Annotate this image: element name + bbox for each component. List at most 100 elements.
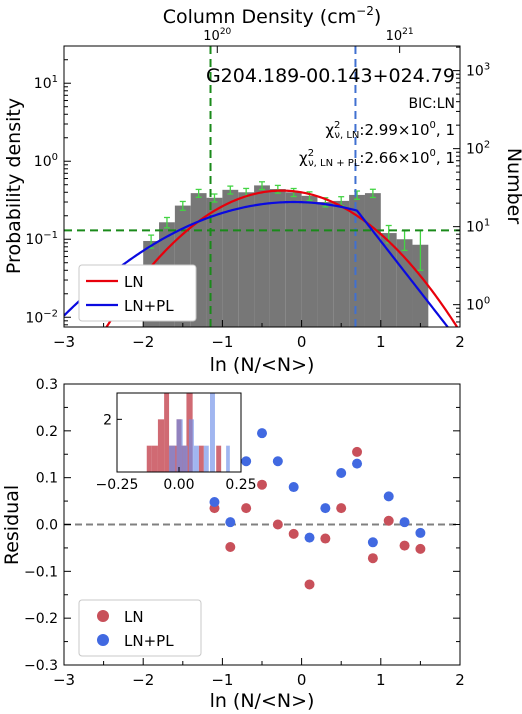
residual-point-ln [241,503,252,514]
pdf-panel: −3 −2 −1 0 1 2 1020 1021 10−2 10−1 100 101 100 101… [3,4,522,376]
x-tick-label: −3 [53,333,75,351]
histogram-bar [254,185,270,327]
residual-point-ln [336,503,347,514]
object-name: G204.189-00.143+024.79 [206,65,455,87]
histogram-bar [301,195,318,327]
histogram-bar [412,244,429,327]
histogram-bar [349,194,365,327]
residual-point-ln [304,579,315,590]
residual-x-tick-label: 2 [455,671,465,689]
residual-point-ln [367,553,378,564]
residual-point-ln [320,533,331,544]
inset-bar-lnpl [203,445,209,472]
residual-x-tick-label: 0 [297,671,307,689]
pdf-legend-box [78,264,197,322]
inset-x-tick-label: 0.00 [163,477,194,493]
inset-bar-ln [151,445,158,472]
residual-legend-label-lnpl: LN+PL [124,632,174,650]
residual-point-lnplpl [288,482,299,493]
residual-point-ln [352,446,363,457]
pdf-x-ticks: −3 −2 −1 0 1 2 [53,320,465,351]
residual-x-tick-label: 1 [376,671,386,689]
residual-point-lnplpl [399,517,410,528]
residual-x-axis-label: ln (N/<N>) [210,690,315,712]
pdf-x-axis-label: ln (N/<N>) [210,354,315,376]
histogram-bar [285,192,302,327]
pdf-y-ticks-left: 10−2 10−1 100 101 [25,45,71,326]
histogram-bar [222,189,239,327]
reference-lines [64,46,460,327]
residual-y-ticks: −0.3 −0.2 −0.1 0.0 0.1 0.2 0.3 [24,377,460,674]
inset-bar-lnpl [193,445,199,472]
histogram-bar [364,193,381,327]
residual-y-tick-label: −0.1 [24,564,58,580]
residual-point-lnplpl [320,503,331,514]
residual-point-ln [272,519,283,530]
x-tick-label: −2 [132,333,154,351]
y-tick-label-right: 101 [466,218,490,236]
y-tick-label-left: 100 [34,152,58,170]
inset-bar-lnpl [188,419,194,472]
x-tick-label: 2 [455,333,465,351]
x-tick-label: −1 [211,333,233,351]
inset-bar-lnpl [210,393,215,472]
residual-x-tick-label: −2 [132,671,154,689]
histogram-bar [333,200,350,327]
y-tick-label-left: 10−1 [25,230,58,248]
pdf-y-ticks-right: 100 101 102 103 [453,46,490,323]
histogram-error-bars [148,181,424,271]
inset-x-tick-label: 0.25 [225,477,256,493]
legend-label-ln: LN [124,273,144,291]
residual-x-tick-label: −1 [211,671,233,689]
pdf-y-axis-label-left: Probability density [3,98,25,274]
residual-y-axis-label: Residual [1,485,23,565]
residual-panel: −3 −2 −1 0 1 2 −0.3 −0.2 −0.1 0.0 0.1 0.2 0.3 ln (N… [1,377,465,712]
inset-bar-ln [216,445,222,472]
y-tick-label-left: 10−2 [25,308,58,326]
column-density-tick-label: 1021 [386,27,414,44]
pdf-legend: LN LN+PL [78,264,197,322]
residual-point-ln [415,543,426,554]
x-tick-label: 0 [297,333,307,351]
residual-point-lnplpl [257,428,267,439]
inset-bar-ln [157,419,165,472]
legend-marker-lnpl [97,634,109,646]
residual-point-lnplpl [352,458,363,469]
fit-curve-lnplpl [64,200,450,327]
chi2-lnpl-label: χ2 ν, LN + PL:2.66×100, 1 [299,148,455,169]
residual-point-lnplpl [383,491,394,502]
inset-x-tick-label: −0.25 [96,477,139,493]
x-tick-label: 1 [376,333,386,351]
residual-legend-box [78,599,202,657]
inset-bar-lnpl [176,419,183,472]
inset-bar-lnpl [169,445,176,472]
residual-point-ln [225,541,236,552]
residual-point-lnplpl [367,537,378,548]
residual-point-lnplpl [304,532,315,543]
residual-point-ln [257,479,267,490]
inset-ticks: −0.25 0.00 0.25 2 [96,412,257,493]
residual-point-lnplpl [272,456,283,467]
histogram-bar [317,202,334,327]
residual-point-lnplpl [415,527,426,538]
inset-bar-ln [198,445,204,472]
pdf-y-axis-label-right: Number [503,148,522,225]
residual-y-tick-label: 0.0 [36,518,58,534]
y-tick-label-right: 103 [466,62,490,80]
residual-legend: LN LN+PL [78,599,202,657]
column-density-ticks: 1020 1021 [203,27,414,53]
residual-point-lnplpl [241,456,252,467]
residual-legend-label-ln: LN [124,608,144,626]
chi2-ln-label: χ2 ν, LN:2.99×100, 1 [325,120,455,141]
inset-histogram-bars [146,393,230,472]
residual-y-tick-label: −0.2 [24,611,58,627]
column-density-axis-title: Column Density (cm−2) [163,4,382,28]
residual-point-lnplpl [209,497,220,508]
residual-y-tick-label: 0.3 [36,377,58,393]
residual-points [209,428,426,590]
residual-point-ln [383,515,394,526]
column-density-tick-label: 1020 [203,27,231,44]
histogram-bar [269,189,286,327]
y-tick-label-left: 101 [34,74,58,92]
